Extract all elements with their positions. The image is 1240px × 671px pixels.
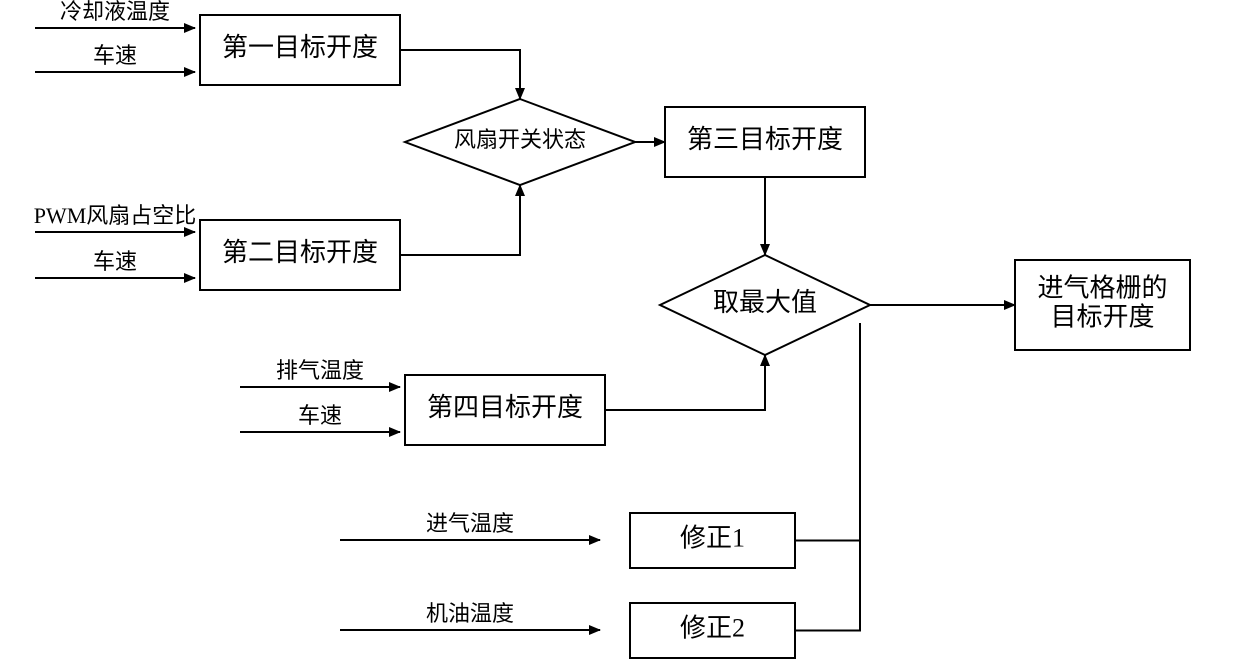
target4-label: 第四目标开度: [427, 393, 583, 422]
corr2-label: 修正2: [680, 613, 745, 642]
coolant-temp-label: 冷却液温度: [60, 0, 170, 24]
exhaust-temp-label: 排气温度: [276, 358, 364, 383]
target1-label: 第一目标开度: [222, 33, 378, 62]
conn-target4-max: [605, 355, 765, 410]
speed2-label: 车速: [93, 249, 137, 274]
conn-target1-fanstate: [400, 50, 520, 99]
oil-temp-label: 机油温度: [426, 601, 514, 626]
conn-corr2-trunk: [795, 541, 860, 631]
target2-label: 第二目标开度: [222, 238, 378, 267]
target3-label: 第三目标开度: [687, 125, 843, 154]
fan-state-label: 风扇开关状态: [454, 127, 586, 152]
speed1-label: 车速: [93, 43, 137, 68]
conn-corr1-trunk: [795, 323, 860, 541]
conn-target2-fanstate: [400, 185, 520, 255]
output-label-1: 进气格栅的: [1037, 274, 1167, 303]
corr1-label: 修正1: [680, 523, 745, 552]
max-label: 取最大值: [713, 288, 817, 317]
pwm-label: PWM风扇占空比: [34, 203, 197, 228]
output-label-2: 目标开度: [1050, 302, 1154, 331]
intake-temp-label: 进气温度: [426, 511, 514, 536]
speed3-label: 车速: [298, 403, 342, 428]
